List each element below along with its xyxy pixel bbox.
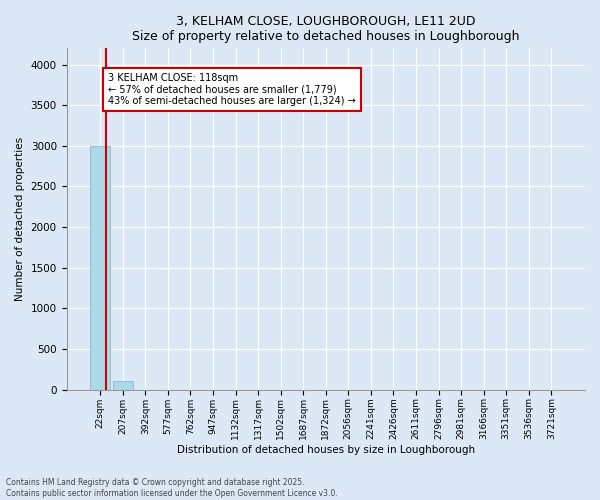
Text: Contains HM Land Registry data © Crown copyright and database right 2025.
Contai: Contains HM Land Registry data © Crown c… [6,478,338,498]
Bar [113,380,133,390]
Bar [90,146,110,390]
Title: 3, KELHAM CLOSE, LOUGHBOROUGH, LE11 2UD
Size of property relative to detached ho: 3, KELHAM CLOSE, LOUGHBOROUGH, LE11 2UD … [132,15,520,43]
X-axis label: Distribution of detached houses by size in Loughborough: Distribution of detached houses by size … [177,445,475,455]
Y-axis label: Number of detached properties: Number of detached properties [15,137,25,301]
Text: 3 KELHAM CLOSE: 118sqm
← 57% of detached houses are smaller (1,779)
43% of semi-: 3 KELHAM CLOSE: 118sqm ← 57% of detached… [108,72,356,106]
